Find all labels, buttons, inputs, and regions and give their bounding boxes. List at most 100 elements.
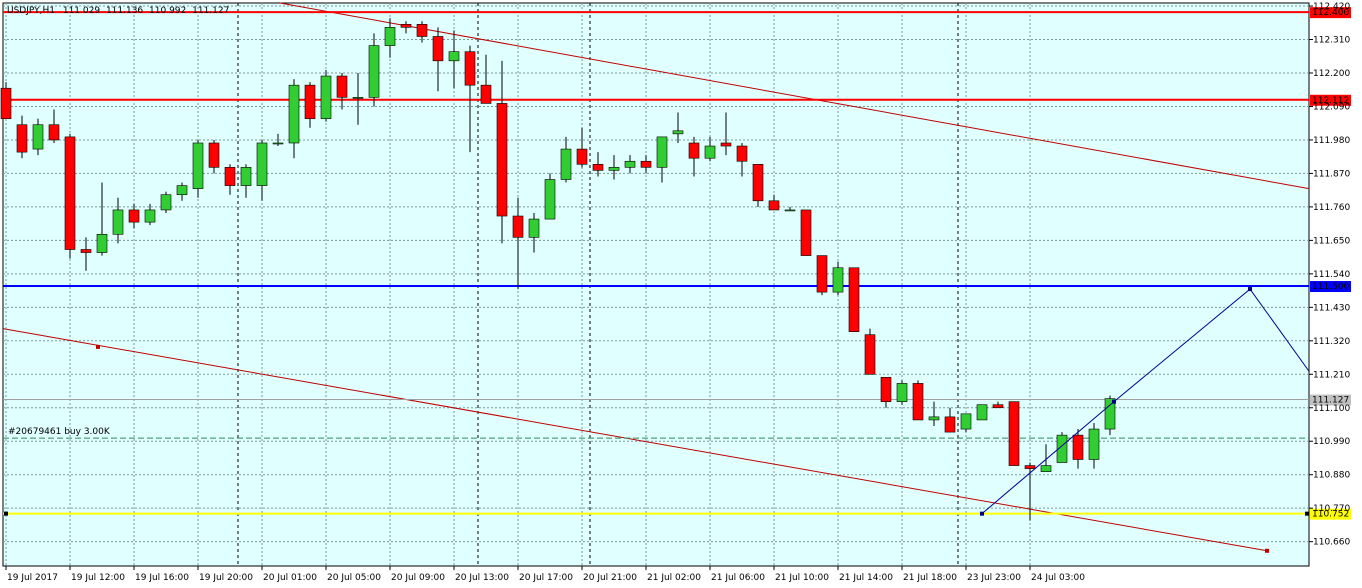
bull-candle bbox=[976, 404, 988, 421]
bull-candle bbox=[784, 209, 796, 212]
bull-candle bbox=[368, 45, 380, 98]
bull-candle bbox=[384, 27, 396, 46]
level-marker bbox=[1305, 511, 1309, 516]
bear-candle bbox=[48, 124, 60, 141]
bear-candle bbox=[944, 416, 956, 433]
x-tick-label: 19 Jul 2017 bbox=[7, 573, 58, 583]
plot-background bbox=[2, 2, 1310, 567]
bull-candle bbox=[320, 75, 332, 119]
bear-candle bbox=[224, 167, 236, 186]
x-tick-label: 21 Jul 10:00 bbox=[775, 573, 829, 583]
price-level-label: 111.500 bbox=[1312, 282, 1349, 292]
bull-candle bbox=[96, 233, 108, 253]
price-level-tag bbox=[1310, 94, 1351, 106]
bear-candle bbox=[304, 84, 316, 119]
bull-candle bbox=[1088, 428, 1100, 460]
price-level-label: 112.400 bbox=[1312, 8, 1349, 18]
y-tick-label: 112.310 bbox=[1313, 36, 1350, 46]
open-value: 111.029 bbox=[63, 6, 100, 16]
bull-candle bbox=[160, 194, 172, 211]
upper-trend-line bbox=[279, 2, 1310, 190]
bull-candle bbox=[192, 142, 204, 189]
bear-candle bbox=[880, 377, 892, 402]
y-tick-label: 111.540 bbox=[1313, 270, 1350, 280]
bull-candle bbox=[656, 136, 668, 168]
bull-candle bbox=[112, 209, 124, 235]
bear-candle bbox=[128, 209, 140, 223]
y-tick-label: 111.760 bbox=[1313, 203, 1350, 213]
price-level-tag bbox=[1310, 281, 1351, 293]
bear-candle bbox=[768, 200, 780, 211]
bull-candle bbox=[1040, 465, 1052, 472]
forecast-point bbox=[1112, 399, 1116, 404]
x-tick-label: 20 Jul 17:00 bbox=[519, 573, 573, 583]
bull-candle bbox=[288, 84, 300, 144]
bear-candle bbox=[400, 24, 412, 28]
y-tick-label: 111.100 bbox=[1313, 404, 1350, 414]
bear-candle bbox=[16, 124, 28, 153]
y-tick-label: 112.420 bbox=[1313, 2, 1350, 12]
candles bbox=[0, 18, 1116, 521]
bull-candle bbox=[608, 167, 620, 171]
bear-candle bbox=[720, 142, 732, 147]
bull-candle bbox=[144, 209, 156, 223]
y-tick-label: 110.660 bbox=[1313, 538, 1350, 548]
current-price-tag bbox=[1310, 394, 1351, 406]
price-level-tag bbox=[1310, 7, 1351, 19]
y-tick-label: 111.650 bbox=[1313, 236, 1350, 246]
x-tick-label: 19 Jul 20:00 bbox=[199, 573, 253, 583]
bull-candle bbox=[832, 267, 844, 293]
current-price-label: 111.127 bbox=[1312, 396, 1349, 406]
bull-candle bbox=[624, 160, 636, 168]
x-tick-label: 20 Jul 09:00 bbox=[391, 573, 445, 583]
bear-candle bbox=[576, 148, 588, 165]
bear-candle bbox=[64, 136, 76, 250]
x-tick-label: 23 Jul 23:00 bbox=[967, 573, 1021, 583]
bear-candle bbox=[464, 51, 476, 86]
bear-candle bbox=[1072, 434, 1084, 460]
bull-candle bbox=[672, 130, 684, 135]
bear-candle bbox=[432, 36, 444, 62]
bear-candle bbox=[640, 160, 652, 168]
y-tick-label: 111.210 bbox=[1313, 370, 1350, 380]
bear-candle bbox=[992, 404, 1004, 409]
price-level-label: 112.112 bbox=[1312, 96, 1349, 106]
y-tick-label: 112.200 bbox=[1313, 69, 1350, 79]
bear-candle bbox=[912, 383, 924, 421]
order-label: #20679461 buy 3.00K bbox=[8, 427, 111, 437]
x-tick-label: 19 Jul 12:00 bbox=[71, 573, 125, 583]
x-tick-label: 20 Jul 01:00 bbox=[263, 573, 317, 583]
x-tick-label: 21 Jul 02:00 bbox=[647, 573, 701, 583]
time-axis: 19 Jul 2017 19 Jul 12:00 19 Jul 16:00 19 Ju… bbox=[5, 566, 1085, 583]
y-tick-label: 111.870 bbox=[1313, 169, 1350, 179]
bear-candle bbox=[496, 103, 508, 217]
bear-candle bbox=[416, 24, 428, 37]
bear-candle bbox=[208, 142, 220, 168]
chart-header: USDJPY,H1 111.029 111.136 110.992 111.12… bbox=[7, 6, 229, 16]
bull-candle bbox=[352, 97, 364, 99]
y-tick-label: 112.090 bbox=[1313, 102, 1350, 112]
horizontal-lines: 112.400 112.112 111.500 110.752 111.127 bbox=[3, 7, 1351, 520]
bear-candle bbox=[752, 163, 764, 202]
bull-candle bbox=[960, 413, 972, 430]
y-tick-label: 111.430 bbox=[1313, 303, 1350, 313]
bull-candle bbox=[896, 383, 908, 402]
bear-candle bbox=[848, 267, 860, 332]
bull-candle bbox=[1104, 398, 1116, 430]
forecast-point bbox=[980, 511, 984, 516]
bull-candle bbox=[560, 148, 572, 180]
bear-candle bbox=[1024, 465, 1036, 469]
x-tick-label: 20 Jul 21:00 bbox=[583, 573, 637, 583]
bull-candle bbox=[448, 51, 460, 62]
x-tick-label: 20 Jul 13:00 bbox=[455, 573, 509, 583]
price-level-label: 110.752 bbox=[1312, 510, 1349, 520]
forecast-path bbox=[980, 287, 1310, 516]
bear-candle bbox=[816, 255, 828, 293]
y-tick-label: 110.880 bbox=[1313, 471, 1350, 481]
bear-candle bbox=[864, 334, 876, 375]
symbol-label: USDJPY,H1 bbox=[7, 6, 55, 16]
bull-candle bbox=[1056, 434, 1068, 463]
level-marker bbox=[4, 511, 8, 516]
bear-candle bbox=[336, 75, 348, 98]
